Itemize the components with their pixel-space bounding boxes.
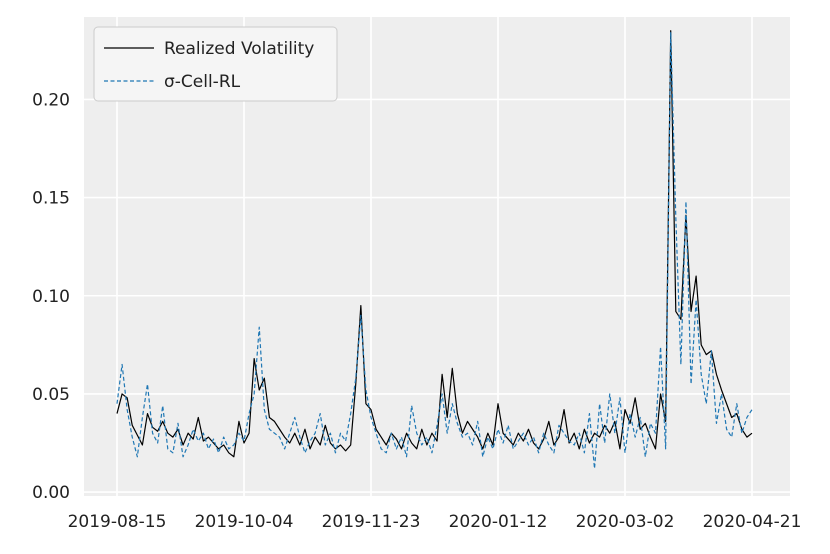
y-tick-label: 0.05	[32, 385, 70, 405]
series-line-realized-volatility	[116, 30, 753, 458]
x-tick-label: 2019-08-15	[68, 512, 167, 532]
y-tick-label: 0.10	[32, 287, 70, 307]
y-tick-label: 0.20	[32, 90, 70, 110]
y-tick-label: 0.15	[32, 189, 70, 209]
legend-box	[93, 26, 338, 102]
series-lines	[116, 30, 753, 470]
y-tick-label: 0.00	[32, 483, 70, 503]
legend: Realized Volatility σ-Cell-RL	[93, 26, 338, 102]
x-tick-label: 2019-10-04	[195, 512, 294, 532]
legend-label-sigma-cell-rl: σ-Cell-RL	[164, 72, 241, 92]
tick-labels: 0.00 0.05 0.10 0.15 0.20 2019-08-15 2019-10-04…	[32, 90, 801, 532]
grid	[84, 17, 790, 496]
series-line-sigma-cell-rl	[116, 32, 753, 470]
x-tick-label: 2020-03-02	[576, 512, 675, 532]
x-tick-label: 2019-11-23	[322, 512, 421, 532]
x-tick-label: 2020-01-12	[449, 512, 548, 532]
legend-label-realized-volatility: Realized Volatility	[164, 39, 314, 59]
x-tick-label: 2020-04-21	[703, 512, 802, 532]
